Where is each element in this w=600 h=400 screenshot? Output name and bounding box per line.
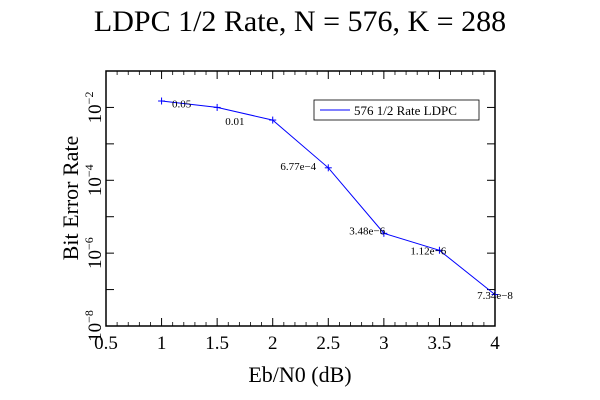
legend: 576 1/2 Rate LDPC: [313, 99, 480, 121]
data-annotation: 1.12e−6: [410, 245, 446, 257]
axis-ticks: [105, 70, 496, 327]
data-point: [324, 164, 332, 172]
legend-label: 576 1/2 Rate LDPC: [354, 103, 457, 118]
x-tick-label: 0.5: [94, 333, 118, 354]
y-tick-label-text: 10−8: [82, 310, 106, 342]
y-tick-label: 10−2: [82, 92, 106, 124]
data-annotation: 0.01: [225, 116, 244, 128]
legend-box: [313, 99, 480, 121]
y-tick-label-text: 10−6: [82, 237, 106, 269]
x-tick-label: 1: [157, 333, 167, 354]
data-annotation: 6.77e−4: [280, 161, 316, 173]
x-tick-label: 3: [379, 333, 389, 354]
x-tick-label: 4: [490, 333, 500, 354]
y-tick-label-text: 10−2: [82, 92, 106, 124]
data-annotation: 7.34e−8: [477, 290, 513, 302]
series-layer: [158, 97, 499, 299]
data-point: [158, 97, 166, 105]
data-point: [435, 246, 443, 254]
data-point: [491, 291, 499, 299]
x-tick-label: 2: [268, 333, 278, 354]
y-tick-label: 10−4: [82, 164, 106, 196]
data-point: [380, 229, 388, 237]
x-tick-labels: 0.5 1 1.5 2 2.5 3 3.5 4: [94, 333, 500, 354]
data-point: [269, 116, 277, 124]
x-tick-label: 3.5: [428, 333, 452, 354]
annotation-layer: 0.05 0.01 6.77e−4 3.48e−6 1.12e−6 7.34e−8: [172, 98, 513, 302]
y-tick-labels: 10−2 10−4 10−6 10−8: [82, 92, 106, 342]
x-tick-label: 1.5: [205, 333, 229, 354]
x-tick-label: 2.5: [316, 333, 340, 354]
chart-title: LDPC 1/2 Rate, N = 576, K = 288: [94, 5, 506, 38]
data-annotation: 3.48e−6: [349, 225, 385, 237]
x-axis-label: Eb/N0 (dB): [248, 362, 351, 387]
data-point: [213, 103, 221, 111]
y-tick-label: 10−6: [82, 237, 106, 269]
plot-area: [105, 70, 496, 327]
data-annotation: 0.05: [172, 98, 192, 110]
y-tick-label: 10−8: [82, 310, 106, 342]
y-axis-label: Bit Error Rate: [58, 136, 83, 261]
y-tick-label-text: 10−4: [82, 164, 106, 196]
series-line: [161, 100, 496, 295]
